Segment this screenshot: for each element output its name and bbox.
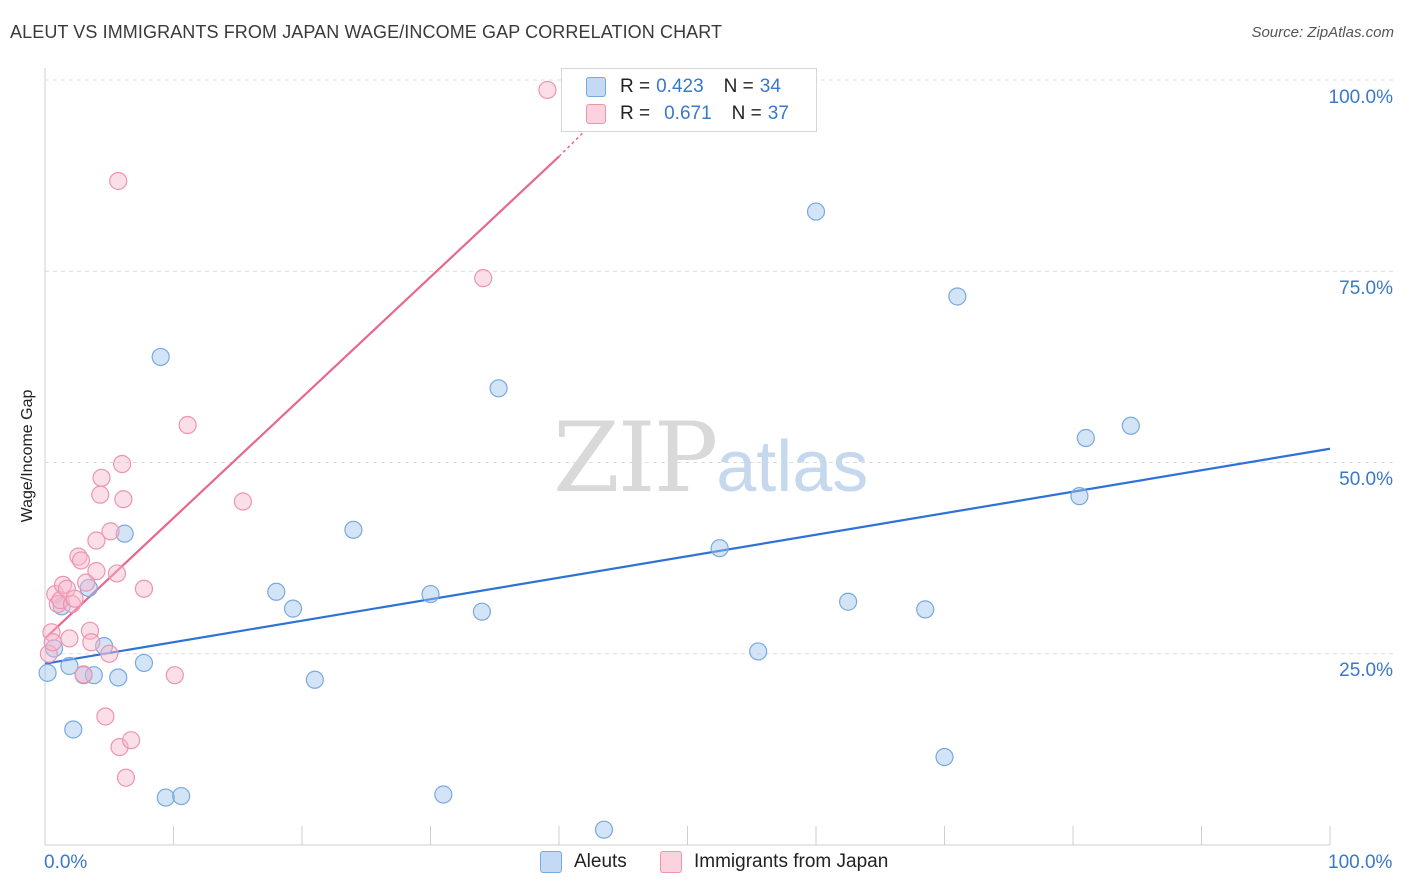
data-point: [806, 202, 826, 221]
legend-item-immigrants-from-japan[interactable]: Immigrants from Japan: [660, 851, 888, 873]
data-point: [134, 579, 154, 598]
data-point: [594, 820, 614, 839]
data-point: [283, 599, 303, 618]
data-point: [839, 592, 858, 611]
data-point: [112, 454, 132, 474]
legend-row-japan: R = 0.671 N = 37: [586, 102, 789, 126]
data-point: [165, 666, 184, 685]
legend-r-label: R =: [620, 76, 651, 97]
trend-lines: [44, 125, 1331, 665]
data-point: [87, 562, 106, 581]
data-point: [151, 347, 170, 367]
legend-row-aleuts: R = 0.423 N = 34: [586, 75, 781, 99]
source-label: Source: ZipAtlas.com: [1251, 24, 1394, 41]
x-tick-label: 100.0%: [1328, 852, 1393, 873]
data-point: [71, 551, 91, 570]
data-point: [96, 707, 115, 726]
data-point: [116, 768, 136, 787]
data-point: [109, 668, 128, 687]
data-point: [233, 492, 252, 511]
data-point: [115, 524, 134, 543]
legend-n-label: N =: [731, 103, 762, 124]
data-point: [172, 786, 191, 806]
correlation-legend: R = 0.423 N = 34 R = 0.671 N = 37: [561, 68, 817, 132]
data-point: [51, 591, 70, 610]
y-tick-label: 75.0%: [1339, 278, 1393, 299]
data-point: [178, 415, 197, 435]
data-point: [38, 663, 57, 682]
legend-swatch-pink: [586, 104, 606, 124]
data-point: [92, 468, 111, 487]
data-point: [121, 731, 141, 750]
x-tick-label: 0.0%: [44, 852, 88, 873]
trend-line: [44, 155, 560, 640]
data-point: [434, 785, 453, 804]
data-point: [489, 379, 508, 398]
legend-r-label: R =: [620, 103, 651, 124]
legend-label: Aleuts: [574, 851, 627, 872]
y-axis-label: Wage/Income Gap: [19, 389, 36, 523]
data-point: [80, 621, 100, 640]
data-point: [538, 80, 557, 100]
data-point: [1121, 416, 1140, 435]
data-point: [64, 720, 83, 739]
data-point: [472, 602, 491, 621]
data-point: [74, 665, 93, 684]
data-point: [65, 589, 84, 608]
data-point: [156, 788, 175, 807]
legend-swatch-blue: [586, 77, 606, 97]
data-point: [107, 564, 127, 583]
data-point: [1076, 428, 1095, 448]
data-point: [267, 582, 286, 601]
data-point: [344, 520, 363, 539]
data-points: [38, 80, 1140, 839]
data-point: [305, 670, 324, 689]
data-point: [1070, 487, 1089, 506]
data-point: [39, 644, 58, 663]
axes: [44, 68, 1331, 846]
data-point: [749, 642, 768, 661]
legend-n-label: N =: [723, 76, 754, 97]
data-point: [82, 633, 101, 652]
data-point: [101, 522, 120, 541]
data-point: [100, 644, 119, 663]
data-point: [948, 287, 967, 306]
data-point: [421, 584, 440, 604]
data-point: [87, 531, 106, 550]
legend-label: Immigrants from Japan: [694, 851, 889, 872]
legend-r-value: 0.671: [664, 103, 712, 124]
data-point: [60, 629, 79, 648]
y-tick-label: 50.0%: [1339, 469, 1393, 490]
data-point: [60, 656, 79, 676]
legend-swatch-pink: [660, 851, 682, 873]
chart-title: ALEUT VS IMMIGRANTS FROM JAPAN WAGE/INCO…: [10, 22, 723, 42]
data-point: [710, 539, 729, 558]
data-point: [134, 653, 154, 673]
data-point: [84, 666, 103, 685]
y-tick-label: 100.0%: [1328, 87, 1393, 108]
data-point: [110, 737, 129, 757]
data-point: [935, 747, 954, 767]
gridlines: [45, 79, 1393, 655]
data-point: [474, 269, 493, 288]
legend-n-value: 37: [767, 103, 789, 124]
legend-r-value: 0.423: [656, 76, 704, 97]
data-point: [916, 600, 935, 619]
trend-line: [44, 447, 1331, 665]
data-point: [43, 633, 62, 652]
data-point: [109, 171, 128, 191]
data-point: [77, 573, 96, 592]
legend-n-value: 34: [759, 76, 781, 97]
data-point: [114, 490, 133, 509]
legend-item-aleuts[interactable]: Aleuts: [540, 851, 627, 873]
y-tick-label: 25.0%: [1339, 660, 1393, 681]
legend-swatch-blue: [540, 851, 562, 873]
data-point: [91, 485, 110, 504]
